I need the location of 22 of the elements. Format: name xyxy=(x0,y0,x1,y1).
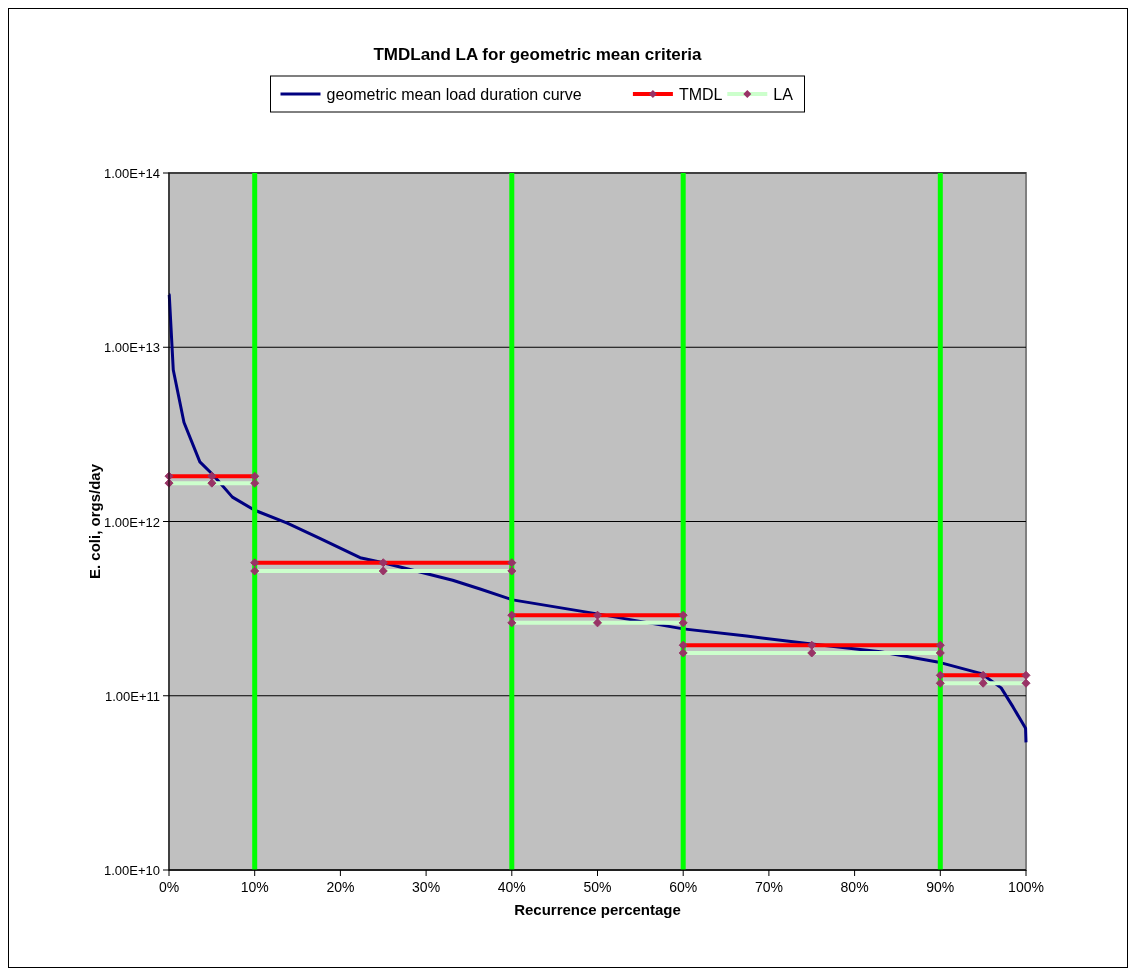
x-tick-label: 0% xyxy=(158,879,180,895)
x-tick-label: 30% xyxy=(412,879,441,895)
y-tick-label: 1.00E+12 xyxy=(103,514,160,530)
legend-label: TMDL xyxy=(678,86,723,103)
x-tick-label: 60% xyxy=(669,879,698,895)
x-tick-label: 10% xyxy=(240,879,269,895)
chart-title: TMDLand LA for geometric mean criteria xyxy=(373,45,703,64)
y-tick-label: 1.00E+13 xyxy=(103,340,160,356)
x-tick-label: 100% xyxy=(1008,879,1044,895)
x-tick-label: 40% xyxy=(497,879,526,895)
x-axis-title: Recurrence percentage xyxy=(514,901,681,918)
y-tick-label: 1.00E+14 xyxy=(103,166,160,181)
legend-label: LA xyxy=(773,86,794,103)
y-tick-label: 1.00E+10 xyxy=(103,863,160,878)
legend-label: geometric mean load duration curve xyxy=(326,86,582,103)
x-tick-label: 90% xyxy=(926,879,955,895)
x-tick-label: 80% xyxy=(840,879,869,895)
x-tick-label: 20% xyxy=(326,879,355,895)
x-tick-label: 50% xyxy=(583,879,612,895)
y-axis-title: E. coli, orgs/day xyxy=(86,463,103,580)
y-tick-label: 1.00E+11 xyxy=(104,688,160,704)
x-tick-label: 70% xyxy=(754,879,783,895)
